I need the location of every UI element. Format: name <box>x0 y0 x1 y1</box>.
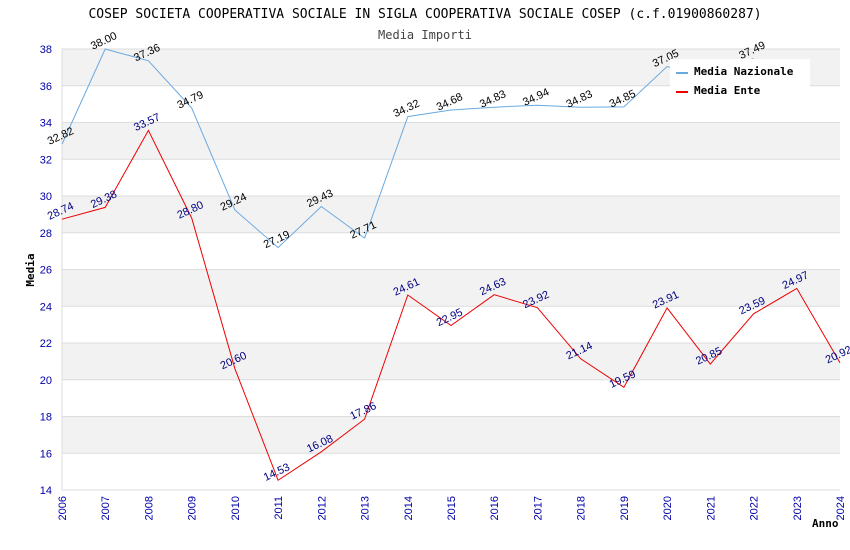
x-tick-label: 2024 <box>835 496 847 520</box>
x-tick-label: 2007 <box>100 496 112 520</box>
y-tick-label: 34 <box>40 118 52 130</box>
x-tick-label: 2006 <box>57 496 69 520</box>
grid-band <box>62 416 840 454</box>
series-lines <box>61 48 841 482</box>
x-tick-label: 2022 <box>749 496 761 520</box>
x-tick-label: 2021 <box>705 496 717 520</box>
y-axis-label: Media <box>24 253 37 286</box>
legend: Media Nazionale Media Ente <box>670 59 810 102</box>
x-tick-label: 2010 <box>230 496 242 520</box>
y-axis-ticks: 14 16 18 20 22 24 26 28 30 32 34 36 38 <box>40 44 52 497</box>
x-tick-label: 2013 <box>360 496 372 520</box>
y-tick-label: 24 <box>40 301 52 313</box>
y-tick-label: 26 <box>40 265 52 277</box>
chart-title: COSEP SOCIETA COOPERATIVA SOCIALE IN SIG… <box>88 7 761 22</box>
x-tick-label: 2017 <box>532 496 544 520</box>
legend-label-nazionale: Media Nazionale <box>694 65 794 78</box>
grid-band <box>62 343 840 380</box>
x-tick-label: 2012 <box>316 496 328 520</box>
y-tick-label: 30 <box>40 191 52 203</box>
y-tick-label: 36 <box>40 81 52 93</box>
x-tick-label: 2015 <box>446 496 458 520</box>
legend-label-ente: Media Ente <box>694 84 761 97</box>
y-tick-label: 22 <box>40 338 52 350</box>
data-label-ente: 14.53 <box>262 461 292 484</box>
y-tick-label: 16 <box>40 448 52 460</box>
x-tick-label: 2018 <box>576 496 588 520</box>
x-tick-label: 2009 <box>187 496 199 520</box>
x-axis-label: Anno <box>812 517 839 530</box>
grid-lines <box>61 48 840 491</box>
grid-band <box>62 269 840 307</box>
y-tick-label: 32 <box>40 154 52 166</box>
chart-subtitle: Media Importi <box>378 28 472 42</box>
x-tick-label: 2016 <box>489 496 501 520</box>
data-label-ente: 22.95 <box>435 307 465 330</box>
x-tick-label: 2020 <box>662 496 674 520</box>
legend-box <box>670 59 810 102</box>
grid-band <box>62 196 840 233</box>
x-axis-ticks: 2006 2007 2008 2009 2010 2011 2012 2013 2014 2015… <box>57 496 847 520</box>
x-tick-label: 2008 <box>143 496 155 520</box>
series-line-media-nazionale <box>61 48 754 249</box>
y-tick-label: 20 <box>40 375 52 387</box>
y-tick-label: 14 <box>40 485 52 497</box>
x-tick-label: 2014 <box>403 496 415 520</box>
y-tick-label: 28 <box>40 228 52 240</box>
grid-band <box>62 122 840 160</box>
data-label-nazionale: 34.79 <box>175 89 205 112</box>
y-tick-label: 18 <box>40 412 52 424</box>
series-line-media-ente <box>61 129 841 482</box>
x-tick-label: 2019 <box>619 496 631 520</box>
y-tick-label: 38 <box>40 44 52 56</box>
x-tick-label: 2023 <box>792 496 804 520</box>
x-tick-label: 2011 <box>273 496 285 520</box>
data-label-nazionale: 34.32 <box>392 98 422 121</box>
